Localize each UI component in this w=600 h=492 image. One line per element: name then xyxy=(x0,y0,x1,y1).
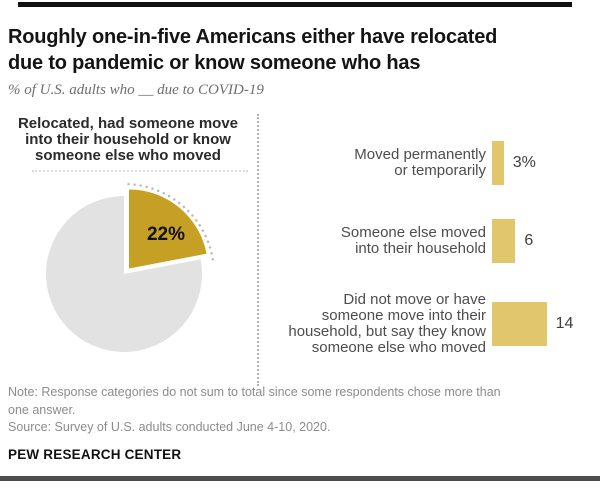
pie-dotted-arc xyxy=(127,182,215,262)
chart-subtitle: % of U.S. adults who __ due to COVID-19 xyxy=(8,82,264,98)
bar-row: Someone else moved into their household … xyxy=(262,218,533,263)
source-text: Source: Survey of U.S. adults conducted … xyxy=(8,420,331,434)
pie-remainder-slice xyxy=(46,196,203,352)
top-rule xyxy=(18,2,572,7)
bar-value-label: 3% xyxy=(512,153,536,171)
bar-label-text: Someone else moved into their household xyxy=(340,223,486,257)
bar-row: Did not move or have someone move into t… xyxy=(262,292,574,356)
bottom-rule xyxy=(0,476,600,481)
note-text: Note: Response categories do not sum to … xyxy=(8,385,501,417)
brand-label: PEW RESEARCH CENTER xyxy=(8,447,182,462)
pie-heading: Relocated, had someone move into their h… xyxy=(17,115,239,164)
bar-value-label: 6 xyxy=(524,231,534,249)
section-divider-dotted xyxy=(257,114,259,386)
bar xyxy=(492,218,516,263)
bar-value-label: 14 xyxy=(555,315,574,332)
bar xyxy=(492,302,547,346)
pie-chart: 22% xyxy=(46,182,215,352)
bar-label: Someone else moved into their household xyxy=(262,223,486,257)
pie-heading-dotted-line xyxy=(32,170,248,172)
pie-highlight-slice xyxy=(129,189,207,269)
bar-row: Moved permanently or temporarily 3% xyxy=(262,140,536,185)
chart-title: Roughly one-in-five Americans either hav… xyxy=(8,26,498,74)
bar xyxy=(492,140,504,185)
bar-label-text: Did not move or have someone move into t… xyxy=(288,291,486,356)
bar-label-text: Moved permanently or temporarily xyxy=(354,145,486,179)
pie-slice-value-label: 22% xyxy=(147,224,185,245)
bar-label: Moved permanently or temporarily xyxy=(262,145,486,179)
bar-label: Did not move or have someone move into t… xyxy=(262,292,486,356)
